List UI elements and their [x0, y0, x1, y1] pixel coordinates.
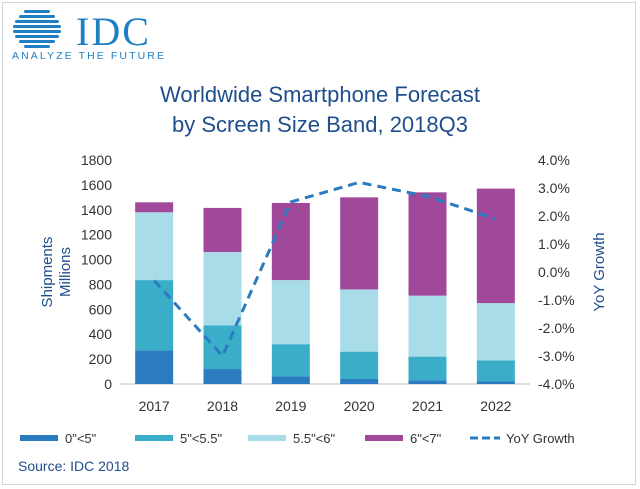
x-tick-label: 2019 [275, 398, 306, 414]
logo-tagline: ANALYZE THE FUTURE [12, 50, 167, 62]
bar-segment [408, 192, 447, 296]
y-left-tick-label: 1400 [81, 202, 112, 218]
bar-segment [203, 252, 242, 326]
logo-brand: IDC [76, 9, 151, 54]
legend-swatch [365, 435, 403, 441]
y-right-axis-title: YoY Growth [591, 232, 608, 311]
y-left-tick-label: 200 [89, 351, 113, 367]
legend-label: 5"<5.5" [180, 431, 223, 446]
y-left-tick-label: 600 [89, 301, 113, 317]
legend-label: 0"<5" [65, 431, 97, 446]
chart-title-line1: Worldwide Smartphone Forecast [160, 82, 480, 107]
chart-title-line2: by Screen Size Band, 2018Q3 [172, 112, 468, 137]
legend-swatch [20, 435, 58, 441]
bar-segment [408, 356, 447, 381]
x-tick-label: 2020 [344, 398, 375, 414]
bar-segment [135, 350, 174, 384]
legend-label: YoY Growth [506, 431, 575, 446]
bar-segment [271, 376, 310, 384]
bar-segment [203, 207, 242, 253]
bar-segment [203, 369, 242, 384]
y-right-tick-label: 3.0% [538, 180, 570, 196]
legend-swatch [135, 435, 173, 441]
bar-segment [135, 280, 174, 351]
y-right-tick-label: 1.0% [538, 236, 570, 252]
y-left-tick-label: 800 [89, 276, 113, 292]
y-left-tick-label: 1000 [81, 252, 112, 268]
y-right-tick-label: -1.0% [538, 292, 575, 308]
x-tick-label: 2017 [139, 398, 170, 414]
bar-segment [135, 202, 174, 213]
bar-segment [271, 344, 310, 377]
bar-segment [340, 379, 379, 384]
bar-segment [476, 381, 515, 384]
y-left-tick-label: 400 [89, 326, 113, 342]
bar-segment [271, 202, 310, 281]
bar-segment [476, 360, 515, 382]
source-note: Source: IDC 2018 [18, 458, 130, 474]
yoy-growth-line [153, 180, 497, 359]
y-right-tick-label: 2.0% [538, 208, 570, 224]
y-right-tick-label: 0.0% [538, 264, 570, 280]
bar-segment [340, 351, 379, 380]
legend-swatch [248, 435, 286, 441]
y-right-tick-label: 4.0% [538, 152, 570, 168]
legend-label: 6"<7" [410, 431, 442, 446]
bar-segment [476, 188, 515, 304]
x-tick-label: 2018 [207, 398, 238, 414]
chart-frame [2, 2, 636, 485]
y-right-tick-label: -2.0% [538, 320, 575, 336]
y-left-tick-label: 0 [104, 376, 112, 392]
bar-segment [340, 289, 379, 352]
bar-segment [476, 303, 515, 361]
x-tick-label: 2021 [412, 398, 443, 414]
idc-logo: IDC ANALYZE THE FUTURE [10, 6, 210, 68]
y-left-tick-label: 1600 [81, 177, 112, 193]
bar-segment [340, 197, 379, 290]
globe-icon [13, 10, 61, 48]
bar-segment [135, 212, 174, 281]
bar-segment [271, 280, 310, 345]
y-left-axis-title-line2: Millions [57, 247, 74, 297]
legend-label: 5.5"<6" [293, 431, 336, 446]
y-left-tick-label: 1800 [81, 152, 112, 168]
y-left-axis-title-line1: Shipments [39, 237, 56, 308]
y-left-tick-label: 1200 [81, 227, 112, 243]
bar-segment [203, 325, 242, 370]
y-right-tick-label: -4.0% [538, 376, 575, 392]
bar-segment [408, 295, 447, 357]
y-right-tick-label: -3.0% [538, 348, 575, 364]
bar-segment [408, 380, 447, 384]
x-tick-label: 2022 [480, 398, 511, 414]
